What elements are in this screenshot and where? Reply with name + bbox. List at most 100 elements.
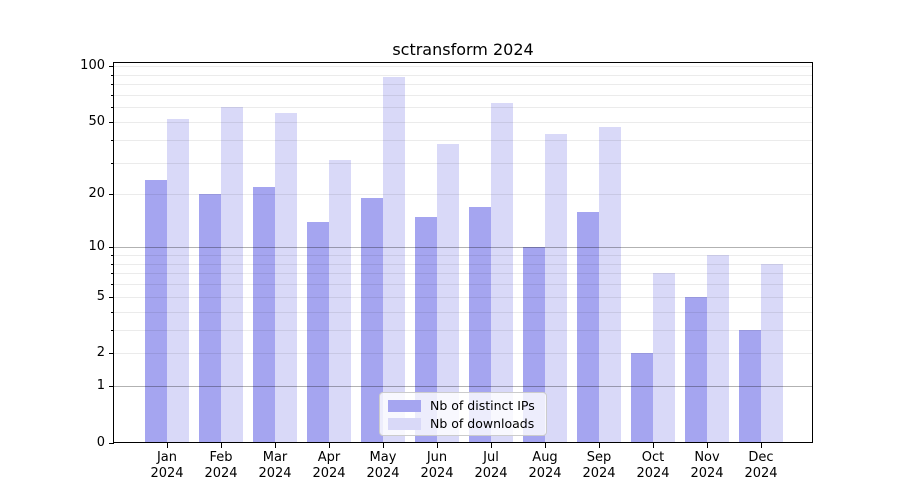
bar-downloads [275, 112, 297, 443]
y-tick-label: 2 [96, 345, 105, 361]
y-tick-label: 20 [88, 186, 105, 202]
y-tick [109, 122, 114, 123]
bar-downloads [329, 160, 351, 443]
x-tick-label: Jan 2024 [140, 450, 194, 482]
x-tick-label-year: 2024 [636, 466, 670, 481]
x-tick [545, 443, 546, 448]
y-minor-tick [111, 255, 114, 256]
x-tick-label-month: Sep [586, 450, 612, 465]
bar-downloads [707, 255, 729, 443]
y-tick [109, 247, 114, 249]
legend-item-downloads: Nb of downloads [388, 416, 538, 431]
y-gridline-minor [114, 263, 813, 265]
y-gridline-minor [114, 162, 813, 164]
x-tick-label-year: 2024 [690, 466, 724, 481]
y-gridline-minor [114, 255, 813, 256]
x-tick [491, 443, 492, 448]
x-tick-label: Oct 2024 [626, 450, 680, 482]
y-gridline-minor [114, 311, 813, 313]
y-gridline-minor [114, 139, 813, 141]
x-tick-label-month: Jul [483, 450, 499, 465]
y-tick [109, 353, 114, 355]
y-gridline-minor [114, 74, 813, 76]
y-tick [109, 194, 114, 196]
x-tick-label-year: 2024 [420, 466, 454, 481]
x-tick [383, 443, 384, 448]
y-minor-tick [111, 311, 114, 313]
bar-distinct-ips [307, 221, 329, 443]
x-tick-label-month: Feb [209, 450, 233, 465]
y-minor-tick [111, 74, 114, 76]
bar-downloads [545, 134, 567, 443]
bar-downloads [761, 263, 783, 443]
x-tick-label-year: 2024 [744, 466, 778, 481]
x-tick-label-month: Aug [532, 450, 558, 465]
bar-downloads [491, 103, 513, 443]
bar-distinct-ips [145, 180, 167, 443]
y-gridline-minor [114, 284, 813, 286]
y-minor-tick [111, 284, 114, 286]
x-tick [707, 443, 708, 448]
x-tick-label-year: 2024 [366, 466, 400, 481]
y-gridline-minor [114, 194, 813, 196]
x-tick-label-month: Dec [748, 450, 774, 465]
legend-item-distinct-ips: Nb of distinct IPs [388, 398, 538, 413]
legend-swatch-downloads [388, 417, 421, 430]
y-gridline-minor [114, 84, 813, 86]
y-gridline-minor [114, 66, 813, 68]
y-tick-label: 50 [88, 114, 105, 129]
y-gridline-minor [114, 296, 813, 298]
x-tick-label: Aug 2024 [518, 450, 572, 482]
bar-distinct-ips [739, 329, 761, 443]
x-tick-label: Jun 2024 [410, 450, 464, 482]
y-tick-label: 1 [96, 378, 105, 394]
y-gridline-major [114, 247, 813, 249]
legend-label-downloads: Nb of downloads [430, 416, 535, 431]
x-tick [437, 443, 438, 448]
x-tick [221, 443, 222, 448]
y-gridline-minor [114, 273, 813, 275]
x-tick-label-month: Jan [156, 450, 178, 465]
y-tick [109, 386, 114, 388]
bar-downloads [221, 107, 243, 443]
x-tick-label: Mar 2024 [248, 450, 302, 482]
x-tick-label: Feb 2024 [194, 450, 248, 482]
y-gridline-minor [114, 353, 813, 355]
y-tick-label: 0 [96, 435, 105, 450]
bar-distinct-ips [577, 211, 599, 443]
bar-downloads [167, 118, 189, 443]
x-tick-label-year: 2024 [150, 466, 184, 481]
x-tick-label: May 2024 [356, 450, 410, 482]
x-tick-label-month: Nov [694, 450, 720, 465]
y-minor-tick [111, 139, 114, 141]
x-tick-label-month: Oct [641, 450, 665, 465]
bar-distinct-ips [253, 187, 275, 443]
x-tick-label: Jul 2024 [464, 450, 518, 482]
chart-title: sctransform 2024 [392, 40, 534, 59]
y-tick [109, 66, 114, 68]
y-tick-label: 10 [88, 239, 105, 255]
y-minor-tick [111, 263, 114, 265]
x-tick-label-year: 2024 [312, 466, 346, 481]
y-tick-label: 100 [80, 58, 105, 74]
bar-distinct-ips [361, 198, 383, 443]
x-tick-label-year: 2024 [582, 466, 616, 481]
legend-label-distinct-ips: Nb of distinct IPs [430, 398, 535, 413]
x-tick [599, 443, 600, 448]
x-tick-label-year: 2024 [474, 466, 508, 481]
x-tick-label: Nov 2024 [680, 450, 734, 482]
bar-distinct-ips [685, 296, 707, 443]
bar-downloads [653, 273, 675, 443]
y-gridline-major [114, 386, 813, 388]
y-minor-tick [111, 162, 114, 164]
x-tick-label-year: 2024 [204, 466, 238, 481]
x-tick [653, 443, 654, 448]
x-tick-label-year: 2024 [528, 466, 562, 481]
bar-distinct-ips [469, 207, 491, 443]
x-tick-label-month: Mar [262, 450, 288, 465]
x-tick-label-month: Apr [317, 450, 341, 465]
y-gridline-minor [114, 95, 813, 96]
x-tick-label: Apr 2024 [302, 450, 356, 482]
y-minor-tick [111, 273, 114, 275]
